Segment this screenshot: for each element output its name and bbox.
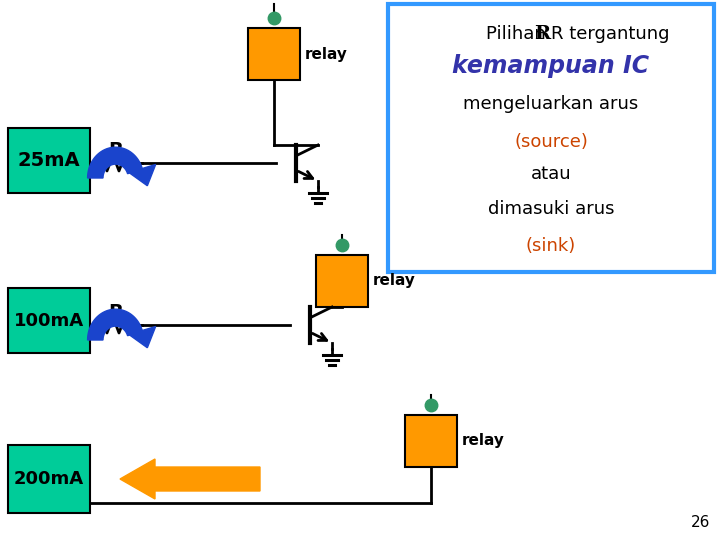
Text: (sink): (sink): [526, 237, 576, 255]
Text: 25mA: 25mA: [18, 151, 81, 170]
Text: relay: relay: [373, 273, 416, 288]
Text: mengeluarkan arus: mengeluarkan arus: [464, 95, 639, 113]
Text: dimasuki arus: dimasuki arus: [487, 200, 614, 218]
Bar: [388, 4, 714, 272]
Text: atau: atau: [531, 165, 571, 183]
Text: 200mA: 200mA: [14, 470, 84, 488]
Bar: [405, 415, 457, 467]
Bar: [8, 445, 90, 513]
Text: relay: relay: [462, 434, 505, 449]
Polygon shape: [129, 165, 156, 186]
Text: R: R: [109, 302, 124, 321]
Bar: [8, 128, 90, 193]
Text: kemampuan IC: kemampuan IC: [452, 54, 649, 78]
Bar: [316, 255, 368, 307]
Bar: [248, 28, 300, 80]
Text: R tergantung: R tergantung: [551, 25, 670, 43]
Text: R: R: [109, 140, 124, 159]
Text: R: R: [534, 25, 550, 43]
FancyArrow shape: [120, 459, 260, 499]
Polygon shape: [88, 147, 143, 178]
Polygon shape: [88, 309, 143, 340]
Bar: [8, 288, 90, 353]
Polygon shape: [129, 327, 156, 348]
Text: 100mA: 100mA: [14, 312, 84, 329]
Text: relay: relay: [305, 46, 348, 62]
Text: Pilihan: Pilihan: [485, 25, 551, 43]
Text: 26: 26: [690, 515, 710, 530]
Text: (source): (source): [514, 133, 588, 151]
